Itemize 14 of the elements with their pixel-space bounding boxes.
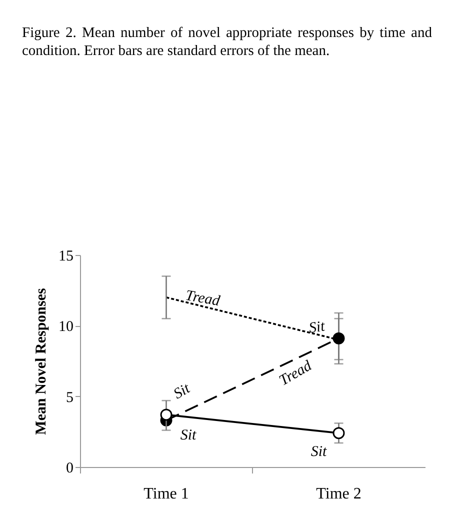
y-axis-title: Mean Novel Responses bbox=[34, 288, 50, 435]
x-tick-label: Time 1 bbox=[144, 486, 189, 502]
y-tick-label: 15 bbox=[58, 248, 74, 264]
annotation: Sit bbox=[180, 428, 197, 444]
annotation: Tread bbox=[184, 288, 222, 310]
x-tick-label: Time 2 bbox=[316, 486, 362, 502]
annotation: Sit bbox=[310, 444, 328, 460]
annotation: Sit bbox=[171, 380, 194, 403]
y-tick-label: 5 bbox=[66, 390, 74, 406]
y-tick-label: 10 bbox=[58, 319, 74, 336]
y-tick-label: 0 bbox=[66, 460, 74, 476]
chart-title: Figure 2. Mean number of novel appropriate responses by time and condition. Error bars are standard errors of the mean. bbox=[22, 24, 432, 60]
annotation: Sit bbox=[308, 318, 327, 337]
annotation: Tread bbox=[276, 358, 315, 390]
